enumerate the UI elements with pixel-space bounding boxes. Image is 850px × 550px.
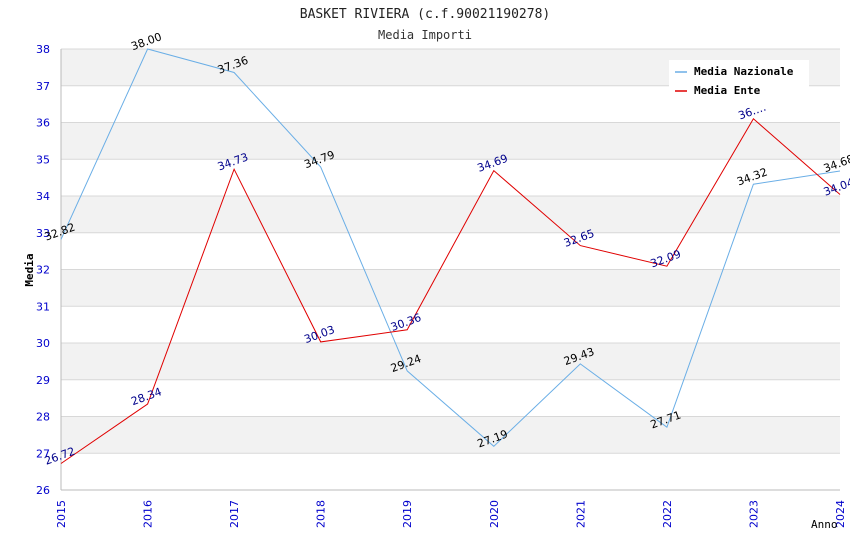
x-tick-label: 2018 bbox=[315, 500, 328, 528]
x-tick-label: 2021 bbox=[574, 500, 587, 528]
grid-band bbox=[61, 416, 840, 454]
x-tick-label: 2017 bbox=[228, 500, 241, 528]
y-axis-label: Media bbox=[23, 253, 36, 286]
series-line-media-ente bbox=[60, 118, 841, 464]
x-tick-label: 2019 bbox=[401, 500, 414, 528]
y-tick-label: 32 bbox=[36, 264, 50, 277]
x-tick-labels: 2015 2016 2017 2018 2019 2020 2021 2022 2023 2024 bbox=[55, 500, 847, 528]
y-tick-label: 38 bbox=[36, 43, 50, 56]
x-tick-label: 2016 bbox=[142, 500, 155, 528]
series-line-media-nazionale bbox=[60, 48, 841, 447]
y-tick-label: 33 bbox=[36, 227, 50, 240]
y-tick-label: 31 bbox=[36, 300, 50, 313]
grid-band bbox=[61, 196, 840, 233]
x-tick-label: 2022 bbox=[661, 500, 674, 528]
legend-label-media-nazionale: Media Nazionale bbox=[694, 65, 794, 78]
x-tick-label: 2024 bbox=[834, 500, 847, 528]
x-tick-label: 2023 bbox=[747, 500, 760, 528]
y-tick-labels: 26 27 28 29 30 31 32 33 34 35 36 37 38 bbox=[36, 43, 50, 497]
y-tick-label: 34 bbox=[36, 190, 50, 203]
legend: Media Nazionale Media Ente bbox=[669, 60, 809, 100]
y-tick-label: 36 bbox=[36, 117, 50, 130]
grid-band bbox=[61, 122, 840, 160]
y-tick-label: 27 bbox=[36, 447, 50, 460]
y-tick-label: 28 bbox=[36, 411, 50, 424]
grid-band bbox=[61, 306, 840, 343]
chart-subtitle: Media Importi bbox=[378, 28, 472, 42]
gridlines bbox=[60, 48, 840, 491]
y-tick-label: 29 bbox=[36, 374, 50, 387]
y-tick-label: 35 bbox=[36, 153, 50, 166]
x-axis-label: Anno bbox=[811, 518, 838, 531]
x-tick-label: 2015 bbox=[55, 500, 68, 528]
x-tick-label: 2020 bbox=[488, 500, 501, 528]
y-tick-label: 26 bbox=[36, 484, 50, 497]
grid-band bbox=[61, 453, 840, 490]
background-bands bbox=[61, 49, 840, 490]
grid-band bbox=[61, 343, 840, 380]
chart-title: BASKET RIVIERA (c.f.90021190278) bbox=[300, 7, 550, 22]
series-lines bbox=[60, 48, 841, 464]
grid-band bbox=[61, 269, 840, 307]
grid-band bbox=[61, 159, 840, 196]
legend-box bbox=[669, 60, 809, 100]
grid-band bbox=[61, 379, 840, 417]
y-tick-label: 37 bbox=[36, 80, 50, 93]
y-tick-label: 30 bbox=[36, 337, 50, 350]
legend-label-media-ente: Media Ente bbox=[694, 84, 761, 97]
